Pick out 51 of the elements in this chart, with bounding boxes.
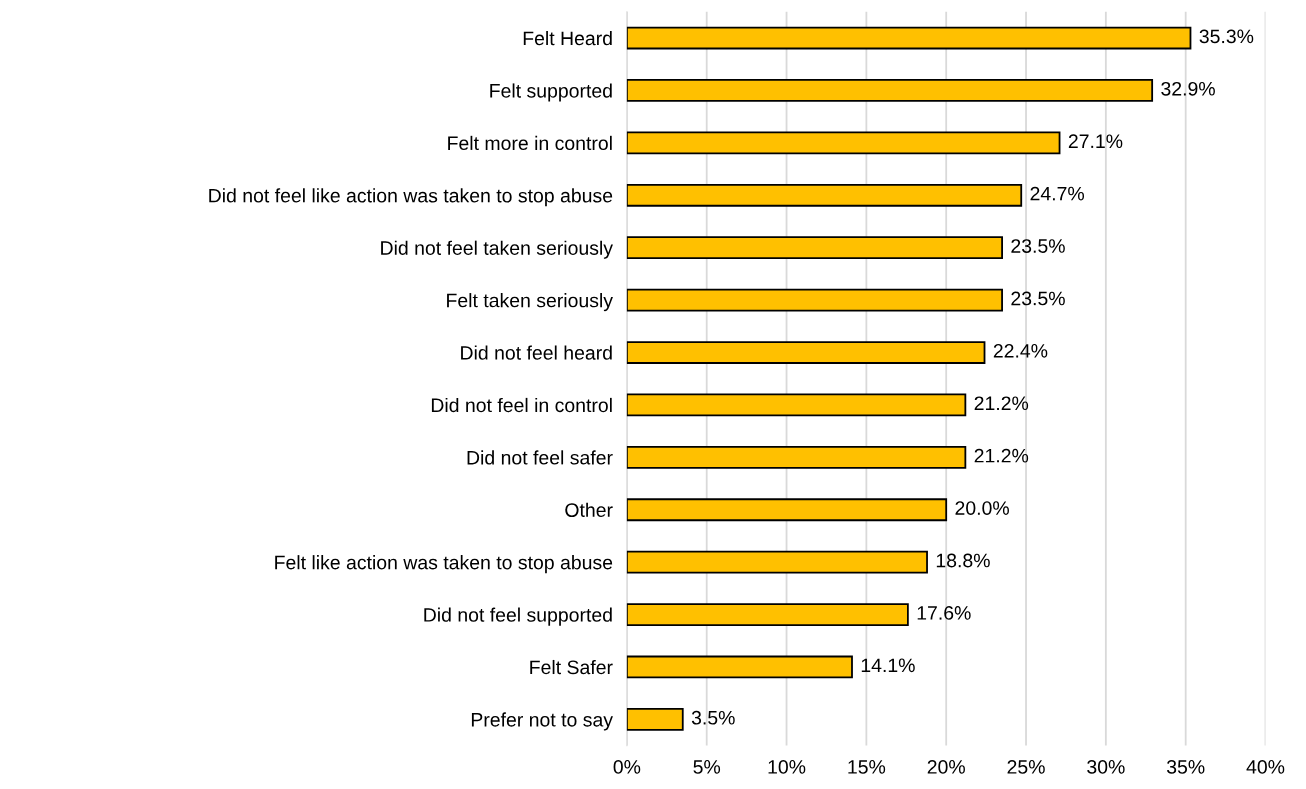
y-tick-label: Did not feel safer	[467, 450, 613, 465]
bar	[626, 498, 948, 522]
bar	[626, 183, 1023, 207]
bar	[626, 393, 967, 417]
y-tick-label: Felt taken seriously	[447, 293, 613, 312]
x-tick-label: 0%	[613, 760, 641, 774]
data-label: 32.9%	[1161, 81, 1215, 96]
data-label: 3.5%	[691, 710, 735, 725]
bar	[626, 708, 684, 731]
y-tick-label: Did not feel taken seriously	[381, 240, 613, 259]
y-tick-label: Felt Heard	[523, 31, 612, 46]
x-tick-label: 40%	[1246, 760, 1285, 774]
data-label: 24.7%	[1030, 186, 1085, 201]
y-tick-label: Did not feel like action was taken to stop abuse	[209, 188, 613, 207]
y-tick-label: Did not feel supported	[424, 607, 612, 626]
bar	[626, 550, 928, 574]
y-tick-label: Other	[565, 502, 613, 517]
x-tick-label: 35%	[1166, 760, 1205, 774]
y-tick-label: Prefer not to say	[471, 712, 613, 731]
bar	[626, 341, 986, 364]
data-label: 18.8%	[936, 553, 990, 568]
y-tick-label: Felt like action was taken to stop abuse	[275, 555, 613, 574]
y-tick-label: Felt Safer	[530, 659, 613, 675]
x-tick-label: 15%	[848, 760, 886, 774]
data-label: 14.1%	[861, 658, 915, 673]
x-tick-label: 30%	[1087, 760, 1125, 774]
bar	[626, 445, 967, 469]
x-tick-label: 10%	[768, 760, 806, 774]
bar	[626, 655, 853, 679]
bar	[626, 26, 1192, 50]
y-tick-label: Felt supported	[490, 83, 612, 102]
data-label: 17.6%	[917, 606, 971, 620]
bar	[626, 603, 909, 626]
data-label: 21.2%	[974, 448, 1029, 463]
y-tick-label: Felt more in control	[448, 135, 612, 151]
x-tick-label: 5%	[693, 760, 721, 774]
bar	[626, 288, 1003, 312]
x-tick-label: 20%	[927, 760, 965, 774]
y-tick-label: Did not feel in control	[431, 397, 612, 413]
bar	[626, 79, 1154, 102]
data-label: 21.2%	[974, 396, 1029, 411]
data-label: 35.3%	[1199, 29, 1254, 44]
data-label: 23.5%	[1011, 239, 1065, 253]
bar	[626, 236, 1003, 260]
y-tick-label: Did not feel heard	[461, 345, 612, 360]
data-label: 22.4%	[993, 343, 1048, 358]
data-label: 20.0%	[955, 501, 1009, 515]
bar	[626, 131, 1061, 155]
x-tick-label: 25%	[1007, 760, 1045, 774]
data-label: 23.5%	[1011, 291, 1065, 306]
data-label: 27.1%	[1068, 134, 1123, 149]
